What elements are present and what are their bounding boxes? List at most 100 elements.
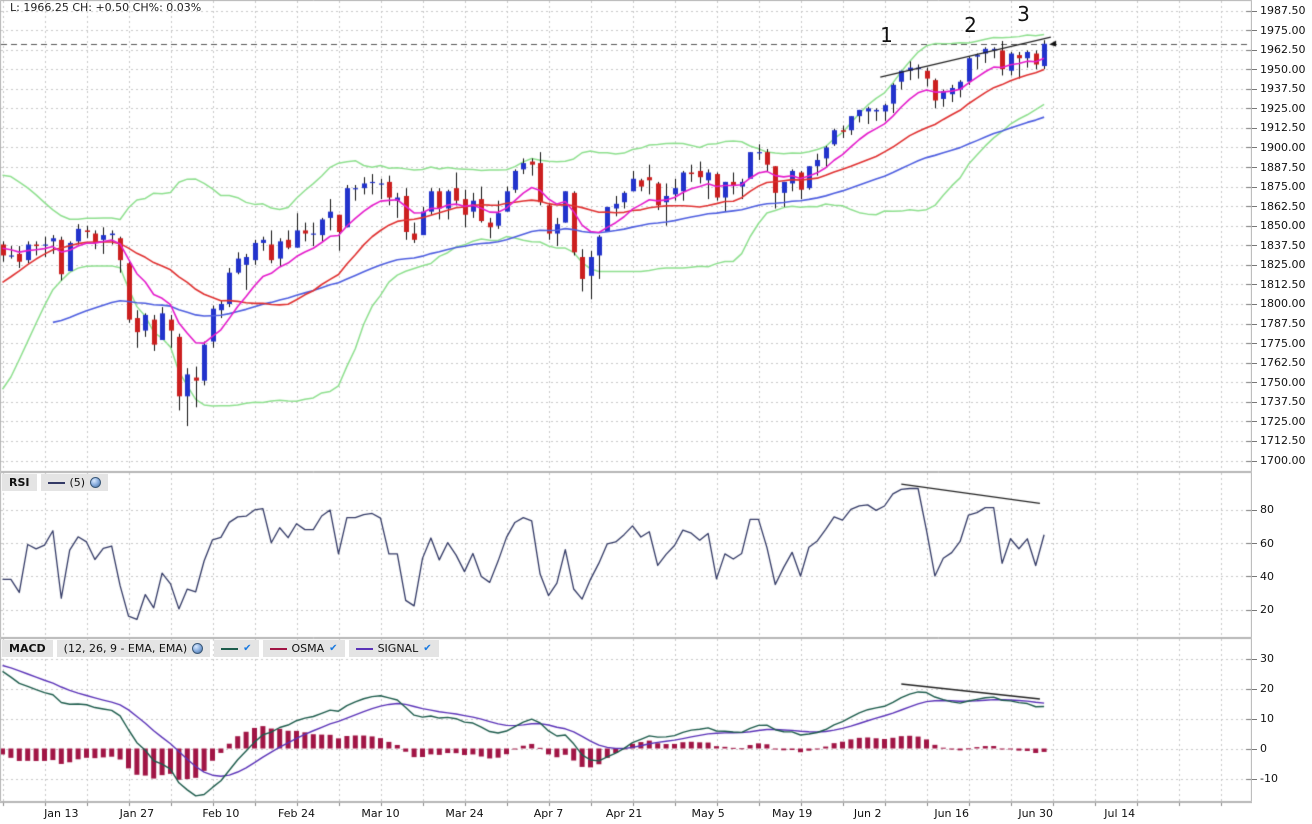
macd-settings-icon[interactable] [192, 643, 204, 654]
axis-tick-label: 0 [1260, 742, 1267, 755]
axis-tick [1252, 127, 1257, 129]
axis-tick-label: 40 [1260, 569, 1274, 583]
axis-tick-label: 1700.00 [1260, 454, 1306, 467]
axis-tick-label: 80 [1260, 503, 1274, 517]
axis-tick-label: 1925.00 [1260, 101, 1306, 115]
osma-legend-item: OSMA ✔ [262, 640, 345, 657]
rsi-settings-icon[interactable] [90, 477, 102, 488]
axis-tick-label: 1800.00 [1260, 297, 1306, 311]
axis-tick [1252, 303, 1257, 305]
axis-tick [1252, 147, 1257, 149]
date-tick-label: Jun 30 [1018, 807, 1054, 820]
date-tick-label: Jun 16 [934, 807, 970, 820]
axis-tick-label: 1912.50 [1260, 121, 1306, 135]
date-axis-canvas [0, 802, 1252, 824]
signal-line-swatch [355, 647, 373, 650]
axis-tick [1252, 460, 1257, 462]
osma-label: OSMA [291, 642, 325, 655]
macd-params-chip: (12, 26, 9 - EMA, EMA) [56, 640, 211, 657]
axis-tick-label: 1712.50 [1260, 434, 1306, 448]
date-axis-labels: Jan 13 Jan 27 Feb 10 Feb 24 Mar 10 Mar 24 Apr … [0, 802, 1252, 824]
axis-tick-label: 1837.50 [1260, 238, 1306, 252]
date-tick-label: Jun 2 [853, 807, 882, 820]
axis-tick-label: 60 [1260, 536, 1274, 550]
date-tick-label: May 19 [771, 807, 813, 820]
axis-tick [1252, 421, 1257, 423]
wave-annotation: 2 [964, 13, 977, 38]
date-tick-label: Mar 24 [445, 807, 484, 820]
axis-tick [1252, 30, 1257, 32]
axis-tick [1252, 323, 1257, 325]
axis-tick [1252, 264, 1257, 266]
axis-tick [1252, 543, 1257, 545]
signal-legend-item: SIGNAL ✔ [348, 640, 439, 657]
rsi-title: RSI [9, 476, 30, 489]
axis-tick-label: 1975.00 [1260, 23, 1306, 37]
date-tick-label: Apr 21 [605, 807, 643, 820]
axis-tick [1252, 108, 1257, 110]
axis-tick-label: 1937.50 [1260, 82, 1306, 96]
osma-line-swatch [269, 647, 287, 650]
axis-tick-label: 1862.50 [1260, 199, 1306, 213]
axis-tick-label: 1787.50 [1260, 317, 1306, 331]
signal-checkbox[interactable]: ✔ [423, 642, 432, 654]
quote-label: L: 1966.25 CH: +0.50 CH%: 0.03% [10, 1, 202, 14]
axis-tick-label: 30 [1260, 652, 1274, 665]
rsi-line-swatch [47, 481, 65, 484]
macd-line-swatch [221, 647, 239, 650]
axis-tick [1252, 748, 1257, 750]
axis-tick-label: 1825.00 [1260, 258, 1306, 272]
osma-checkbox[interactable]: ✔ [329, 642, 338, 654]
axis-tick [1252, 225, 1257, 227]
signal-label: SIGNAL [377, 642, 419, 655]
price-axis: 1987.50 1975.00 1962.50 1950.00 1937.50 1925.… [1252, 0, 1312, 824]
axis-tick-label: -10 [1260, 772, 1278, 785]
axis-tick [1252, 49, 1257, 51]
axis-tick-label: 1875.00 [1260, 180, 1306, 194]
axis-tick-label: 1762.50 [1260, 356, 1306, 370]
price-chart-canvas[interactable] [0, 0, 1252, 472]
macd-line-checkbox[interactable]: ✔ [243, 642, 252, 654]
axis-tick [1252, 88, 1257, 90]
axis-tick [1252, 401, 1257, 403]
axis-tick-label: 20 [1260, 603, 1274, 617]
axis-tick [1252, 609, 1257, 611]
axis-tick [1252, 206, 1257, 208]
axis-tick [1252, 778, 1257, 780]
date-tick-label: Mar 10 [361, 807, 400, 820]
axis-tick [1252, 343, 1257, 345]
axis-tick [1252, 688, 1257, 690]
axis-tick-label: 1737.50 [1260, 395, 1306, 409]
axis-tick [1252, 382, 1257, 384]
macd-line-legend-item: ✔ [214, 640, 259, 657]
axis-tick [1252, 284, 1257, 286]
axis-tick [1252, 69, 1257, 71]
rsi-header: RSI (5) [2, 474, 109, 491]
rsi-params: (5) [69, 476, 86, 489]
date-tick-label: Jan 27 [119, 807, 155, 820]
axis-tick [1252, 362, 1257, 364]
axis-tick-label: 1987.50 [1260, 4, 1306, 17]
axis-tick-label: 1850.00 [1260, 219, 1306, 233]
axis-tick-label: 1775.00 [1260, 336, 1306, 350]
date-tick-label: Jan 13 [44, 807, 79, 820]
axis-tick [1252, 245, 1257, 247]
axis-tick-label: 1900.00 [1260, 140, 1306, 154]
date-tick-label: May 5 [691, 807, 725, 820]
macd-chart-canvas[interactable] [0, 638, 1252, 802]
axis-tick [1252, 576, 1257, 578]
date-tick-label: Feb 24 [278, 807, 315, 820]
axis-tick [1252, 440, 1257, 442]
axis-tick-label: 1887.50 [1260, 160, 1306, 174]
axis-tick-label: 10 [1260, 712, 1274, 725]
rsi-title-chip: RSI [2, 474, 37, 491]
wave-annotation: 3 [1017, 1, 1030, 26]
rsi-chart-canvas[interactable] [0, 472, 1252, 638]
axis-tick-label: 20 [1260, 682, 1274, 695]
axis-tick [1252, 10, 1257, 12]
wave-annotation: 1 [880, 22, 893, 47]
date-tick-label: Apr 7 [533, 807, 564, 820]
axis-tick-label: 1950.00 [1260, 62, 1306, 76]
rsi-params-chip: (5) [40, 474, 109, 491]
